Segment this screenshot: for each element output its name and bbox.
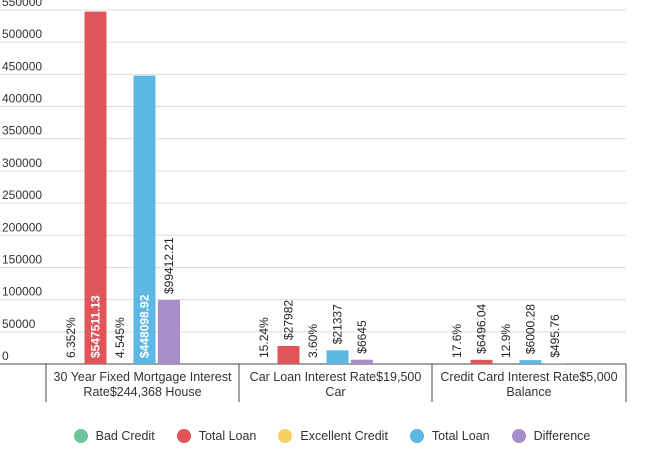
y-tick-label: 100000 (2, 285, 42, 299)
bar (519, 360, 542, 364)
bar (277, 345, 300, 364)
y-tick-label: 150000 (2, 252, 42, 266)
y-tick-label: 500000 (2, 27, 42, 41)
legend-label: Total Loan (431, 429, 490, 443)
data-label: 17.6% (450, 324, 464, 358)
bar (470, 359, 493, 364)
category-label: Car (325, 385, 345, 399)
legend-swatch (278, 429, 293, 443)
bar (158, 300, 180, 364)
data-label: $99412.21 (162, 237, 176, 294)
y-tick-label: 350000 (2, 124, 42, 138)
data-label: $27982 (282, 300, 296, 340)
bar (326, 350, 349, 364)
category-label: Car Loan Interest Rate$19,500 (250, 370, 422, 384)
bar (84, 11, 107, 364)
data-label: 15.24% (257, 317, 271, 358)
data-label: 6.352% (64, 317, 78, 358)
legend: Bad Credit Total Loan Excellent Credit Tota… (0, 426, 664, 446)
category-label: 30 Year Fixed Mortgage Interest (54, 370, 232, 384)
data-label: 12.9% (499, 324, 513, 358)
legend-swatch (409, 429, 424, 443)
y-tick-label: 450000 (2, 59, 42, 73)
legend-swatch (511, 429, 526, 443)
y-tick-label: 250000 (2, 188, 42, 202)
y-tick-label: 550000 (2, 0, 42, 9)
chart-svg: 0 50000 100000 150000 200000 250000 300000 3500… (0, 0, 627, 402)
legend-label: Excellent Credit (300, 429, 388, 443)
category-label: Credit Card Interest Rate$5,000 (440, 370, 617, 384)
legend-item[interactable]: Total Loan (409, 429, 490, 443)
legend-swatch (176, 429, 191, 443)
data-label: $21337 (331, 304, 345, 344)
legend-label: Difference (533, 429, 591, 443)
bar (351, 359, 373, 364)
y-tick-label: 400000 (2, 92, 42, 106)
data-label: $495.76 (548, 314, 562, 358)
data-label: 3.60% (306, 324, 320, 358)
legend-item[interactable]: Excellent Credit (278, 429, 388, 443)
legend-item[interactable]: Total Loan (176, 429, 257, 443)
data-label: $547511.13 (89, 295, 103, 358)
legend-label: Bad Credit (95, 429, 155, 443)
y-tick-label: 50000 (2, 317, 36, 331)
legend-item[interactable]: Bad Credit (73, 429, 155, 443)
legend-item[interactable]: Difference (511, 429, 591, 443)
data-label: $6496.04 (475, 303, 489, 353)
y-tick-label: 300000 (2, 156, 42, 170)
y-tick-label: 0 (2, 349, 9, 363)
bar (133, 75, 156, 364)
legend-swatch (73, 429, 88, 443)
data-label: $6645 (355, 320, 369, 354)
y-tick-label: 200000 (2, 220, 42, 234)
legend-label: Total Loan (198, 429, 257, 443)
data-label: $448098.92 (138, 294, 152, 358)
category-label: Rate$244,368 House (83, 385, 201, 399)
data-label: $6000.28 (524, 304, 538, 354)
data-label: 4.545% (113, 317, 127, 358)
category-label: Balance (506, 385, 551, 399)
